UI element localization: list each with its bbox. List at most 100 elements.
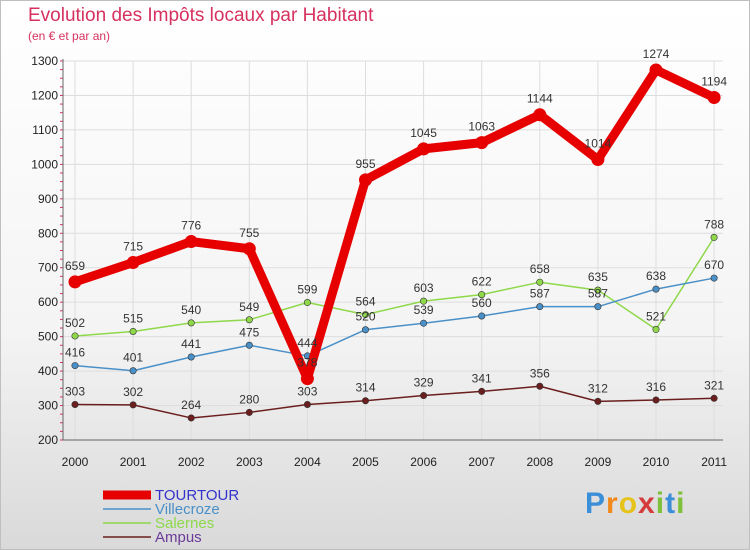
series-line-villecroze [75,278,714,371]
data-label: 587 [588,287,608,301]
y-tick-label: 800 [38,226,58,240]
data-point [475,136,488,149]
data-label: 603 [414,281,434,295]
data-label: 441 [181,337,201,351]
x-tick-label: 2007 [468,455,495,469]
data-point [479,313,485,319]
data-point [362,327,368,333]
data-label: 540 [181,303,201,317]
data-label: 316 [646,380,666,394]
data-label: 622 [472,275,492,289]
data-label: 755 [239,226,259,240]
data-point [130,328,136,334]
data-label: 303 [297,385,317,399]
data-label: 638 [646,269,666,283]
data-point [69,275,82,288]
data-label-layer: 303 302264 280303 314 329 341 356312 316 321502 5… [65,47,727,412]
y-tick-label: 600 [38,295,58,309]
y-tick-label: 700 [38,261,58,275]
logo-letter: i [656,487,665,520]
logo-letter: o [619,487,638,520]
data-label: 280 [239,392,259,406]
logo-letter: t [665,487,676,520]
x-tick-label: 2000 [62,455,89,469]
data-label: 515 [123,311,143,325]
x-tick-label: 2003 [236,455,263,469]
data-point [653,326,659,332]
data-point [591,153,604,166]
data-point [301,372,314,385]
data-label: 635 [588,270,608,284]
data-point [188,415,194,421]
data-label: 587 [530,287,550,301]
y-tick-label: 500 [38,330,58,344]
y-tick-label: 1000 [31,157,58,171]
x-tick-label: 2010 [643,455,670,469]
data-label: 539 [414,303,434,317]
data-point [130,402,136,408]
data-label: 303 [65,385,85,399]
data-label: 1144 [527,92,553,106]
data-point [304,401,310,407]
data-label: 401 [123,351,143,365]
data-label: 502 [65,316,85,330]
legend-label-ampus: Ampus [155,529,202,546]
data-point [595,398,601,404]
data-label: 264 [181,398,201,412]
chart-frame: Evolution des Impôts locaux par Habitant… [0,0,750,550]
x-tick-label: 2006 [410,455,437,469]
data-point [420,392,426,398]
data-point [243,242,256,255]
data-label: 378 [297,356,317,370]
data-label: 658 [530,262,550,276]
line-chart: 2003004005006007008009001000110012001300… [1,1,749,549]
data-point [708,91,721,104]
data-point [417,142,430,155]
data-label: 560 [472,296,492,310]
x-tick-label: 2011 [701,455,727,469]
data-label: 475 [239,325,259,339]
data-point [537,279,543,285]
data-point [420,320,426,326]
x-tick-label: 2004 [294,455,321,469]
x-tick-label: 2008 [526,455,553,469]
data-point [304,299,310,305]
x-tick-label: 2002 [178,455,205,469]
data-point [246,409,252,415]
data-label: 599 [297,283,317,297]
data-label: 321 [704,378,724,392]
data-point [188,354,194,360]
data-label: 416 [65,346,85,360]
data-point [537,383,543,389]
data-point [72,401,78,407]
series-layer [69,63,721,421]
data-point [650,63,663,76]
data-label: 314 [355,381,375,395]
y-tick-label: 900 [38,192,58,206]
data-label: 549 [239,300,259,314]
data-point [533,108,546,121]
logo-letter: i [676,487,685,520]
x-tick-label: 2005 [352,455,379,469]
proxiti-logo: Proxiti [585,487,685,521]
data-point [246,342,252,348]
data-point [72,362,78,368]
data-point [72,333,78,339]
data-label: 670 [704,258,724,272]
data-label: 521 [646,309,666,323]
data-label: 715 [123,240,143,254]
data-point [359,173,372,186]
data-label: 312 [588,381,608,395]
data-label: 564 [355,295,375,309]
data-point [127,256,140,269]
series-line-ampus [75,386,714,418]
logo-letter: x [638,487,656,520]
y-tick-label: 400 [38,364,58,378]
data-label: 444 [297,336,317,350]
data-label: 341 [472,371,492,385]
data-label: 1045 [410,126,437,140]
data-label: 1063 [468,120,495,134]
data-point [246,317,252,323]
data-point [711,234,717,240]
